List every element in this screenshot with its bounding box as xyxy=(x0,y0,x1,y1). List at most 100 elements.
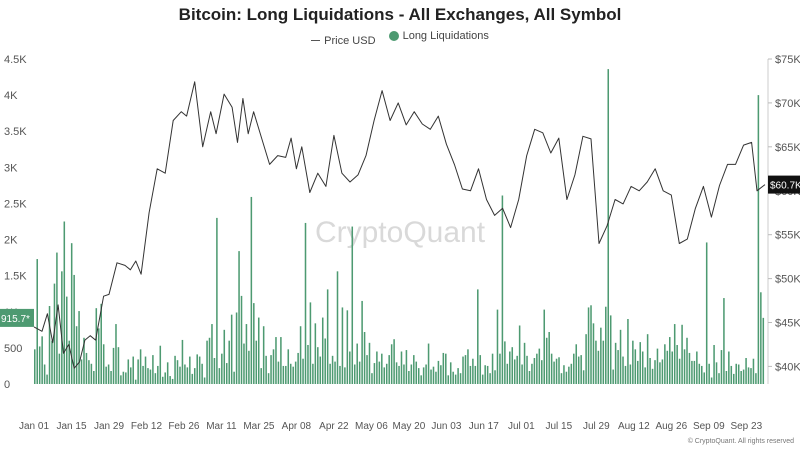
liquidation-bar xyxy=(154,373,157,384)
liquidation-bar xyxy=(590,305,592,384)
liquidation-bar xyxy=(449,362,452,384)
liquidation-bar xyxy=(184,364,186,384)
liquidation-bar xyxy=(723,298,725,384)
liquidation-bar xyxy=(373,363,376,384)
liquidation-bar xyxy=(366,355,368,384)
liquidation-bar xyxy=(70,243,73,384)
liquidation-bar xyxy=(240,295,243,384)
chart-title: Bitcoin: Long Liquidations - All Exchang… xyxy=(178,5,622,24)
liquidation-bar xyxy=(538,348,541,384)
liquidation-bar xyxy=(713,345,715,384)
liquidation-bar xyxy=(228,340,230,384)
liquidation-bar xyxy=(570,363,573,384)
liquidation-bar xyxy=(656,348,659,384)
liquidation-bar xyxy=(280,337,282,384)
liquidation-bar xyxy=(127,359,130,384)
liquidation-bar xyxy=(73,274,75,384)
liquidation-bar xyxy=(484,365,486,384)
x-tick-label: Jun 03 xyxy=(431,421,461,432)
liquidation-bar xyxy=(341,307,344,384)
liquidation-bar xyxy=(597,350,600,384)
liquidation-bar xyxy=(747,367,750,384)
liquidation-bar xyxy=(664,344,666,384)
liquidation-bar xyxy=(198,356,201,384)
liquidation-bar xyxy=(445,353,447,384)
liquidation-bar xyxy=(632,340,634,384)
legend-item-long-liquidations[interactable]: Long Liquidations xyxy=(388,30,489,42)
liquidation-bar xyxy=(88,360,90,384)
liquidation-bar xyxy=(314,323,317,384)
liquidation-bar xyxy=(427,343,430,384)
liquidation-bar xyxy=(614,342,617,384)
liquidation-bar xyxy=(568,366,570,384)
liquidation-bar xyxy=(166,362,169,384)
liquidation-bar xyxy=(477,289,479,384)
liquidation-bar xyxy=(644,367,646,384)
liquidation-bar xyxy=(46,374,48,384)
liquidation-bar xyxy=(459,373,462,384)
liquidation-bar xyxy=(248,350,250,384)
liquidation-bar xyxy=(526,355,528,384)
liquidation-bar xyxy=(659,362,661,384)
liquidation-bar xyxy=(467,349,469,384)
liquidation-bar xyxy=(577,356,580,384)
liquidation-bar xyxy=(511,347,514,384)
right-axis: $40K$45K$50K$55K$60K$65K$70K$75K xyxy=(768,54,800,373)
liquidation-bar xyxy=(516,355,518,384)
right-tick-label: $40K xyxy=(775,361,800,373)
liquidation-bar xyxy=(34,349,36,384)
liquidation-bar xyxy=(235,312,238,384)
liquidation-bar xyxy=(740,371,742,384)
liquidation-bar xyxy=(398,365,400,384)
liquidation-bar xyxy=(211,324,213,384)
liquidation-bar xyxy=(481,374,484,384)
liquidation-bar xyxy=(400,351,403,384)
liquidation-bar xyxy=(174,355,176,384)
liquidation-bar xyxy=(550,353,553,384)
liquidation-bar xyxy=(125,372,127,384)
liquidation-bar xyxy=(93,371,95,384)
liquidation-bar xyxy=(457,368,459,384)
liquidation-bar xyxy=(513,359,516,384)
liquidation-bar xyxy=(216,217,218,384)
left-tick-label: 0 xyxy=(4,379,10,391)
x-tick-label: Sep 23 xyxy=(730,421,762,432)
liquidation-bar xyxy=(479,355,482,384)
liquidation-bar xyxy=(378,361,381,384)
liquidation-bar xyxy=(363,332,366,384)
liquidation-bar xyxy=(51,340,53,384)
liquidation-bar xyxy=(95,308,98,384)
liquidation-bar xyxy=(624,365,627,384)
liquidation-bar xyxy=(728,351,730,384)
liquidation-bar xyxy=(319,356,322,384)
liquidation-bar xyxy=(462,356,464,384)
liquidation-bar xyxy=(725,371,728,384)
legend-item-price[interactable]: Price USD xyxy=(311,35,376,47)
liquidation-bar xyxy=(38,346,41,384)
liquidation-bar xyxy=(688,352,691,384)
liquidation-bar xyxy=(408,371,410,384)
liquidation-bar xyxy=(206,340,208,384)
liquidation-bar xyxy=(110,371,112,384)
liquidation-bar xyxy=(454,374,457,384)
liquidation-bar xyxy=(705,242,708,384)
liquidation-bar xyxy=(334,361,336,384)
liquidation-bar xyxy=(68,340,70,384)
liquidation-bar xyxy=(735,363,737,384)
liquidation-bar xyxy=(262,326,265,384)
liquidation-bar xyxy=(304,222,307,384)
liquidation-bar xyxy=(637,360,639,384)
x-tick-label: Jan 01 xyxy=(19,421,49,432)
right-tick-label: $65K xyxy=(775,142,800,154)
left-tick-label: 4.5K xyxy=(4,54,27,66)
price-line-legend-icon xyxy=(311,40,321,41)
left-tick-label: 500 xyxy=(4,343,22,355)
liquidation-bar xyxy=(715,362,718,384)
liquidation-bar xyxy=(649,358,651,384)
liquidation-bar xyxy=(344,367,346,384)
liquidation-bar xyxy=(80,359,83,384)
liquidation-bar xyxy=(474,365,477,384)
liquidation-bar xyxy=(464,355,467,384)
liquidation-bar xyxy=(410,364,413,384)
